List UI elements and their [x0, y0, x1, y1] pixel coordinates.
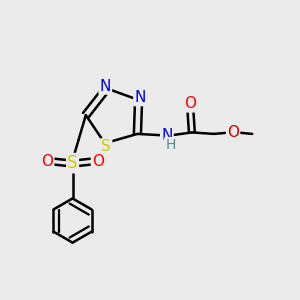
Text: O: O: [92, 154, 104, 169]
Text: O: O: [227, 125, 239, 140]
Text: S: S: [101, 139, 111, 154]
Text: S: S: [67, 154, 78, 172]
Text: O: O: [184, 96, 196, 111]
Text: N: N: [100, 79, 111, 94]
Text: O: O: [41, 154, 53, 169]
Text: H: H: [165, 138, 176, 152]
Text: N: N: [134, 90, 146, 105]
Text: N: N: [161, 128, 172, 143]
